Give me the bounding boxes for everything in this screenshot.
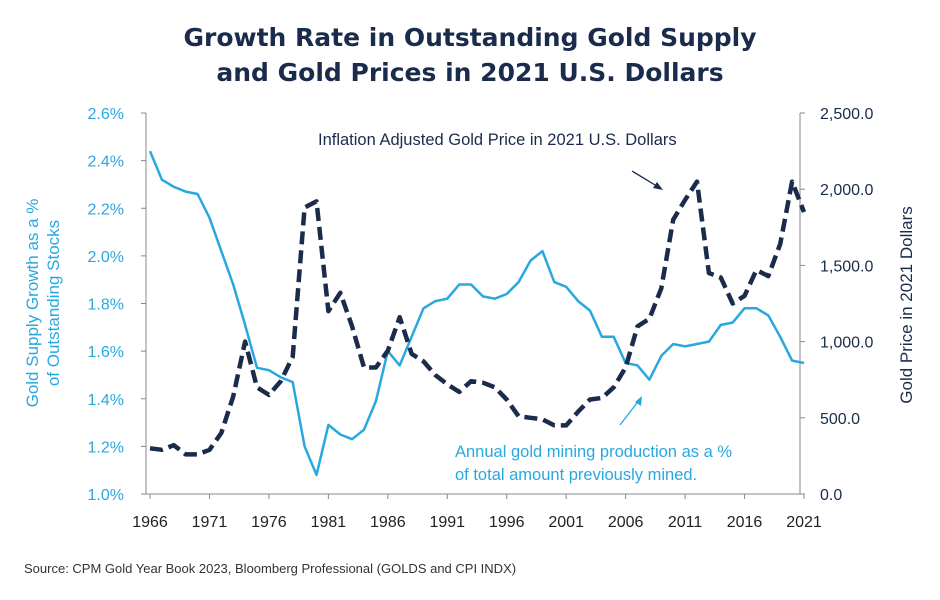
gold-price-series-line (149, 179, 807, 457)
y-right-tick-label: 1,500.0 (820, 258, 873, 275)
y-left-tick-label: 1.8% (88, 297, 124, 314)
y-left-tick-label: 1.0% (88, 487, 124, 504)
x-tick-label: 2016 (727, 514, 763, 531)
price-annotation-label: Inflation Adjusted Gold Price in 2021 U.… (318, 131, 677, 149)
y-left-tick-label: 2.0% (88, 249, 124, 266)
source-note: Source: CPM Gold Year Book 2023, Bloombe… (24, 561, 517, 576)
y-right-tick-label: 500.0 (820, 411, 860, 428)
y-right-tick-label: 1,000.0 (820, 335, 873, 352)
x-tick-label: 2006 (608, 514, 644, 531)
chart-title-line-2: and Gold Prices in 2021 U.S. Dollars (216, 58, 724, 87)
x-tick-label: 1991 (429, 514, 465, 531)
chart-title: Growth Rate in Outstanding Gold Supply a… (0, 20, 940, 90)
supply-annotation-label-line-1: Annual gold mining production as a % (455, 443, 732, 461)
y-left-tick-label: 2.4% (88, 154, 124, 171)
x-tick-label: 1971 (192, 514, 228, 531)
y-right-tick-label: 0.0 (820, 487, 842, 504)
y-left-axis-title-line: Gold Supply Growth as a % (23, 199, 42, 408)
y-right-tick-label: 2,000.0 (820, 182, 873, 199)
x-tick-label: 1981 (311, 514, 347, 531)
supply-annotation-arrow-line (619, 398, 641, 426)
y-right-axis-title: Gold Price in 2021 Dollars (897, 206, 916, 403)
y-right-tick-label: 2,500.0 (820, 106, 873, 123)
x-tick-label: 2021 (786, 514, 822, 531)
supply-annotation-label-line-2: of total amount previously mined. (455, 466, 697, 484)
x-tick-label: 2001 (548, 514, 584, 531)
x-tick-label: 1986 (370, 514, 406, 531)
supply-growth-series-line (148, 150, 805, 477)
x-tick-label: 1976 (251, 514, 287, 531)
y-left-tick-label: 2.2% (88, 201, 124, 218)
y-left-tick-label: 2.6% (88, 106, 124, 123)
y-left-axis-title: Gold Supply Growth as a % of Outstanding … (23, 199, 63, 408)
x-tick-label: 1966 (132, 514, 168, 531)
y-left-tick-label: 1.2% (88, 439, 124, 456)
x-tick-label: 1996 (489, 514, 525, 531)
y-left-tick-label: 1.4% (88, 392, 124, 409)
x-tick-label: 2011 (668, 514, 703, 531)
supply-annotation-arrowhead (635, 396, 642, 406)
price-annotation-arrowhead (653, 182, 663, 190)
chart-title-line-1: Growth Rate in Outstanding Gold Supply (183, 23, 757, 52)
y-left-tick-label: 1.6% (88, 344, 124, 361)
y-left-axis-title-line: of Outstanding Stocks (44, 220, 63, 386)
